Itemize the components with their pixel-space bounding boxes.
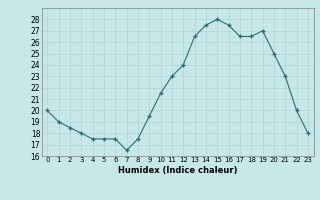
X-axis label: Humidex (Indice chaleur): Humidex (Indice chaleur) (118, 166, 237, 175)
